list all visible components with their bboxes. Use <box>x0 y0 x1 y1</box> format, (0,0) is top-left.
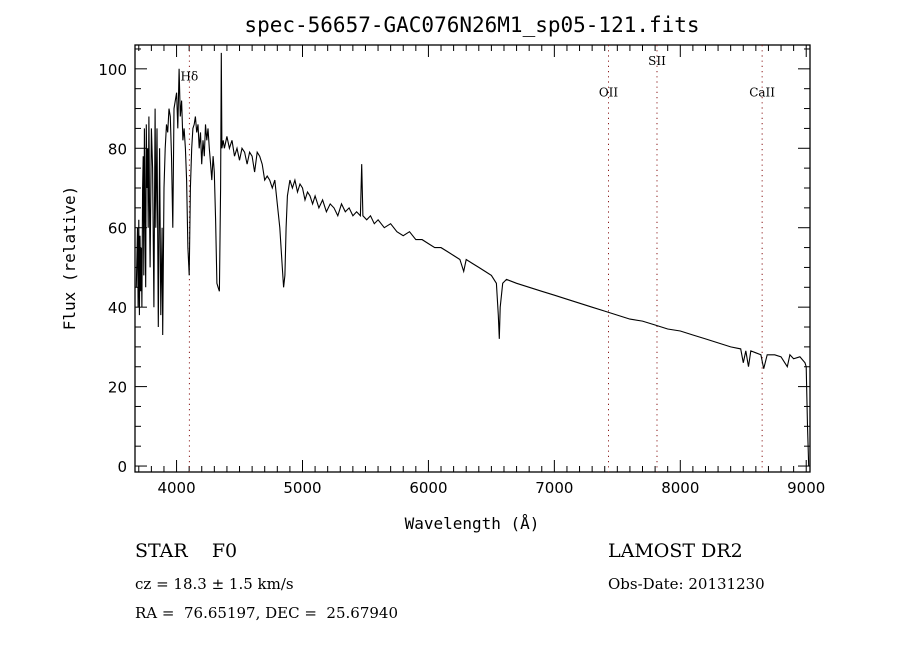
object-class: STAR F0 <box>135 540 238 562</box>
y-tick-label: 0 <box>117 458 127 476</box>
obs-date: Obs-Date: 20131230 <box>608 575 765 593</box>
y-tick-label: 100 <box>98 61 127 79</box>
line-marker-label: OII <box>599 86 619 100</box>
line-marker-label: Hδ <box>181 70 199 84</box>
y-tick-label: 80 <box>108 140 127 158</box>
x-axis-label: Wavelength (Å) <box>405 514 540 533</box>
redshift-value: cz = 18.3 ± 1.5 km/s <box>135 575 294 593</box>
y-tick-label: 40 <box>108 299 127 317</box>
x-tick-label: 6000 <box>409 479 447 497</box>
x-tick-label: 5000 <box>283 479 321 497</box>
plot-frame <box>134 44 811 473</box>
spectrum-line <box>135 52 810 467</box>
x-tick-label: 8000 <box>661 479 699 497</box>
y-tick-label: 60 <box>108 220 127 238</box>
x-tick-label: 7000 <box>535 479 573 497</box>
line-marker-label: SII <box>648 54 666 68</box>
line-marker-label: CaII <box>749 86 775 100</box>
chart-title: spec-56657-GAC076N26M1_sp05-121.fits <box>244 13 699 37</box>
coordinates: RA = 76.65197, DEC = 25.67940 <box>135 604 399 622</box>
y-tick-label: 20 <box>108 379 127 397</box>
y-axis-label: Flux (relative) <box>60 186 79 331</box>
x-tick-label: 4000 <box>157 479 195 497</box>
survey-name: LAMOST DR2 <box>608 540 743 562</box>
x-tick-label: 9000 <box>787 479 825 497</box>
